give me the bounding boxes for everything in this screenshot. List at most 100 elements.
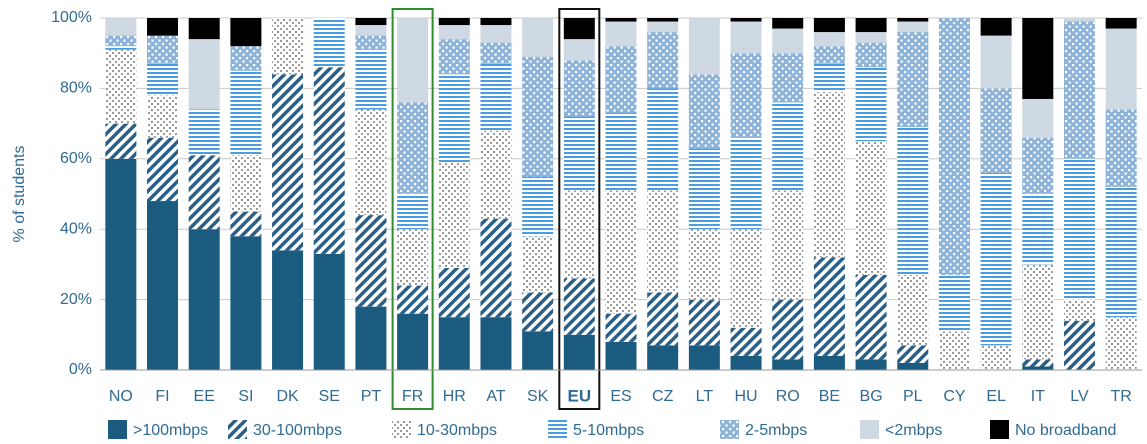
bar-segment — [355, 49, 387, 110]
bar-segment — [730, 327, 762, 356]
bar-segment — [688, 74, 720, 149]
bar-segment — [855, 141, 887, 275]
bar-segment — [313, 253, 345, 370]
bar-segment — [980, 172, 1012, 346]
bar-segment — [1022, 98, 1054, 138]
bar-segment — [813, 91, 845, 258]
bar-segment — [813, 32, 845, 47]
bar-segment — [480, 42, 512, 64]
bar-segment — [188, 39, 220, 110]
bar-segment — [897, 18, 929, 22]
y-tick-label: 0% — [69, 361, 92, 378]
bar-segment — [938, 18, 970, 275]
bar-segment — [980, 88, 1012, 173]
bar-segment — [480, 317, 512, 370]
bar-segment — [397, 285, 429, 314]
bar-segment — [813, 257, 845, 356]
bar-segment — [1105, 18, 1137, 29]
bar-segment — [1063, 158, 1095, 300]
bar-segment — [147, 137, 179, 202]
bar-segment — [1022, 366, 1054, 370]
bar-segment — [188, 155, 220, 230]
bar-segment — [605, 341, 637, 370]
bar-segment — [605, 18, 637, 22]
bar-segment — [480, 18, 512, 26]
bar-segment — [647, 18, 679, 22]
x-tick-label: EL — [986, 388, 1006, 405]
legend-label: 2-5mbps — [745, 422, 807, 439]
y-tick-label: 100% — [51, 9, 92, 26]
bar-segment — [980, 18, 1012, 36]
bar-segment — [772, 102, 804, 191]
y-tick-label: 20% — [60, 291, 92, 308]
bar-segment — [688, 18, 720, 75]
bar-segment — [688, 229, 720, 300]
bar-segment — [230, 46, 262, 71]
bar-segment — [105, 46, 137, 50]
bar-segment — [855, 42, 887, 68]
x-tick-label: FI — [155, 388, 169, 405]
bar-segment — [563, 60, 595, 117]
bar-segment — [730, 53, 762, 138]
legend-swatch — [392, 420, 411, 439]
legend-swatch — [108, 420, 127, 439]
bar-segment — [855, 18, 887, 33]
y-tick-label: 40% — [60, 220, 92, 237]
bar-segment — [438, 18, 470, 26]
bar-segment — [647, 190, 679, 293]
bar-segment — [272, 74, 304, 251]
bar-segment — [730, 355, 762, 370]
bar-segment — [647, 292, 679, 346]
bar-segment — [438, 267, 470, 318]
y-tick-label: 80% — [60, 80, 92, 97]
bar-segment — [1063, 21, 1095, 159]
bar-segment — [605, 21, 637, 47]
x-tick-label: EE — [194, 388, 215, 405]
bar-segment — [522, 176, 554, 237]
bar-segment — [980, 35, 1012, 89]
bar-segment — [938, 331, 970, 370]
bar-segment — [230, 155, 262, 212]
bar-segment — [1022, 137, 1054, 194]
bar-segment — [313, 67, 345, 254]
bar-segment — [230, 211, 262, 237]
bar-segment — [730, 137, 762, 230]
bar-segment — [1063, 299, 1095, 321]
x-tick-label: SK — [527, 388, 549, 405]
bar-segment — [772, 28, 804, 54]
bar-segment — [230, 70, 262, 156]
bar-segment — [897, 345, 929, 363]
bar-segment — [188, 229, 220, 370]
legend-swatch — [990, 420, 1009, 439]
bar-segment — [1105, 28, 1137, 110]
legend-label: 30-100mbps — [253, 422, 342, 439]
bar-segment — [563, 334, 595, 370]
legend-swatch — [548, 420, 567, 439]
bar-segment — [397, 194, 429, 230]
bar-segment — [1105, 317, 1137, 370]
bar-segment — [897, 362, 929, 370]
bar-segment — [855, 67, 887, 142]
bar-segment — [438, 25, 470, 40]
legend-label: No broadband — [1015, 422, 1116, 439]
x-tick-label: HR — [443, 388, 466, 405]
bar-segment — [438, 162, 470, 268]
x-tick-label: BE — [819, 388, 840, 405]
bar-segment — [188, 18, 220, 40]
x-tick-label: BG — [860, 388, 883, 405]
highlight-box — [391, 8, 434, 410]
bar-segment — [647, 345, 679, 370]
bar-segment — [147, 35, 179, 64]
bar-segment — [438, 39, 470, 75]
x-tick-label: TR — [1110, 388, 1131, 405]
bar-segment — [355, 35, 387, 50]
bar-segment — [605, 113, 637, 191]
bar-segment — [188, 109, 220, 156]
bar-segment — [522, 236, 554, 293]
bar-segment — [563, 39, 595, 61]
bar-segment — [772, 299, 804, 360]
bar-segment — [1063, 320, 1095, 370]
legend-swatch — [720, 420, 739, 439]
x-tick-label: LT — [696, 388, 714, 405]
